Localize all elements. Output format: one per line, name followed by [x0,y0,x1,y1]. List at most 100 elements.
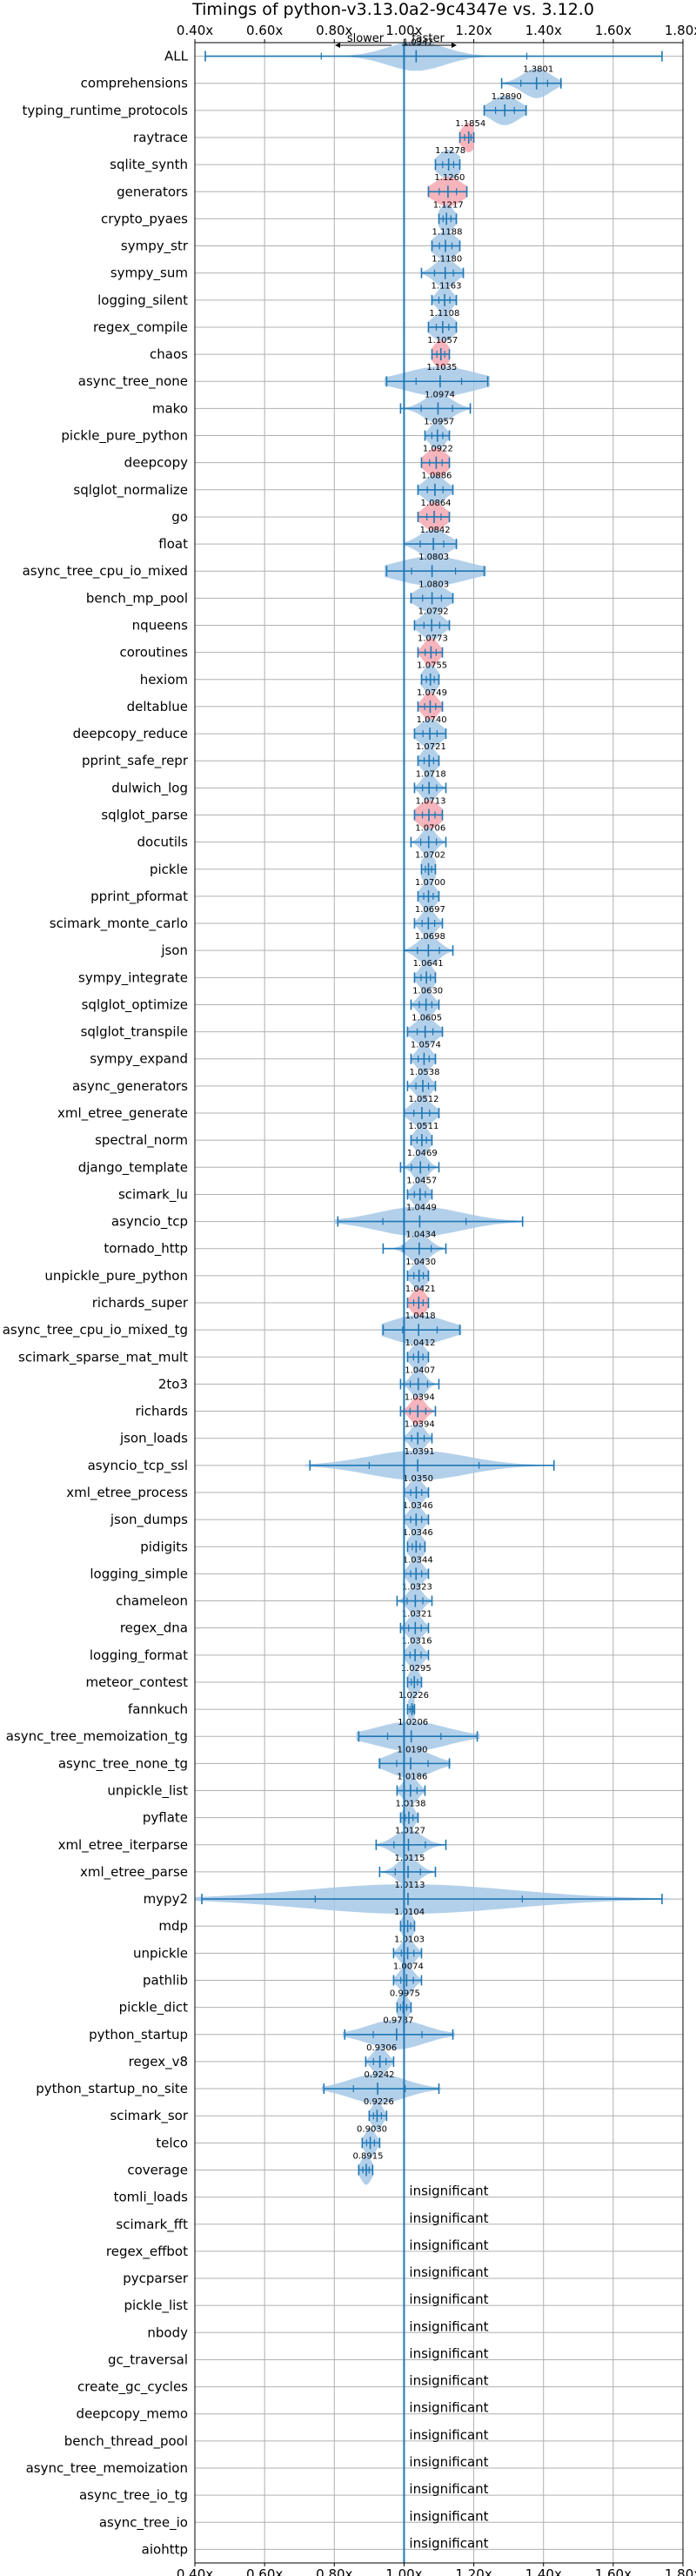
benchmark-label: meteor_contest [85,1674,188,1691]
value-label: 1.0706 [415,824,445,834]
benchmark-row: nbody insignificant [147,2318,488,2340]
benchmark-row: hexiom 1.0755 [140,661,447,694]
value-label: 1.0346 [403,1501,433,1511]
benchmark-label: django_template [78,1159,188,1176]
benchmark-row: scimark_fft insignificant [116,2210,488,2233]
value-label: 1.0394 [405,1392,435,1402]
value-label: 1.0321 [402,1610,432,1620]
benchmark-label: sqlglot_parse [101,807,188,823]
value-label: 1.0115 [395,1854,425,1863]
faster-arrow-head [452,43,457,48]
benchmark-row: json_loads 1.0394 [119,1420,435,1453]
value-label: 1.0630 [412,986,443,996]
benchmark-label: xml_etree_generate [57,1105,188,1122]
benchmark-label: go [171,509,188,525]
benchmark-label: comprehensions [81,76,189,91]
benchmark-label: ALL [164,49,189,64]
benchmark-label: create_gc_cycles [77,2379,188,2396]
benchmark-label: deepcopy [124,455,188,471]
value-label: 0.9306 [366,2043,397,2053]
benchmark-row: nqueens 1.0792 [132,607,451,641]
benchmark-label: crypto_pyaes [101,211,188,227]
insignificant-label: insignificant [409,2264,488,2280]
value-label: 1.0323 [402,1582,432,1592]
value-label: 1.0957 [424,417,454,426]
value-label: 1.0350 [403,1474,433,1484]
benchmark-label: bench_mp_pool [86,590,188,607]
benchmark-row: json 1.0698 [160,932,454,966]
value-label: 1.0418 [405,1311,436,1321]
benchmark-row: scimark_monte_carlo 1.0697 [50,905,445,938]
benchmark-label: spectral_norm [95,1132,188,1149]
x-tick-label-top: 1.20x [455,23,492,38]
insignificant-label: insignificant [409,2237,488,2253]
benchmark-label: coroutines [119,645,188,661]
benchmark-row: telco 0.9030 [156,2124,387,2158]
benchmark-label: scimark_fft [116,2217,188,2233]
insignificant-label: insignificant [409,2400,488,2416]
benchmark-row: pycparser insignificant [123,2264,488,2286]
benchmark-label: sympy_sum [110,265,188,282]
value-label: 1.0104 [394,1908,425,1917]
benchmark-row: sqlglot_optimize 1.0630 [82,986,443,1020]
value-label: 1.0974 [425,390,455,399]
value-label: 1.1163 [432,282,462,292]
benchmark-label: async_tree_memoization_tg [6,1728,188,1745]
benchmark-row: pyflate 1.0138 [143,1800,425,1833]
x-tick-label-bottom: 1.40x [525,2566,562,2576]
benchmark-row: sympy_str 1.1188 [121,227,463,261]
benchmark-row: xml_etree_process 1.0350 [66,1474,433,1507]
benchmark-row: django_template 1.0469 [78,1149,440,1183]
value-label: 1.0391 [405,1447,435,1457]
plot-frame [194,42,684,2564]
benchmark-label: sqlglot_normalize [73,482,188,499]
benchmark-row: comprehensions 1.3801 [81,65,563,98]
benchmark-row: sqlite_synth 1.1278 [110,146,465,180]
benchmark-label: pickle_pure_python [61,428,188,445]
benchmark-row: create_gc_cycles insignificant [77,2373,489,2396]
benchmark-label: dulwich_log [111,780,188,796]
value-label: 1.0574 [411,1041,441,1050]
value-label: 1.0702 [415,851,445,861]
value-label: 1.0226 [398,1691,429,1701]
benchmark-label: async_tree_cpu_io_mixed_tg [3,1322,188,1338]
benchmark-label: pickle [150,862,188,877]
benchmark-label: logging_simple [90,1566,188,1582]
benchmark-label: raytrace [133,130,188,145]
benchmark-label: docutils [137,835,189,850]
value-label: 1.0886 [421,472,452,481]
value-label: 1.0394 [405,1420,435,1430]
benchmark-label: xml_etree_iterparse [58,1837,188,1854]
x-tick-label-bottom: 1.80x [665,2566,696,2576]
value-label: 1.0511 [408,1122,438,1131]
value-label: 1.0803 [418,580,449,589]
benchmark-label: scimark_sor [110,2108,188,2124]
benchmark-label: unpickle_pure_python [44,1268,188,1285]
insignificant-label: insignificant [409,2454,488,2470]
benchmark-row: crypto_pyaes 1.1217 [101,200,464,234]
x-tick-label-bottom: 1.00x [385,2566,422,2576]
insignificant-label: insignificant [409,2535,488,2551]
value-label: 1.0864 [421,499,452,508]
benchmark-row: deepcopy_reduce 1.0740 [73,715,447,749]
value-label: 1.1108 [429,309,459,319]
value-label: 1.0605 [412,1014,442,1023]
benchmark-label: deepcopy_reduce [73,726,188,742]
benchmark-label: telco [156,2135,188,2150]
value-label: 1.0740 [417,715,447,725]
value-label: 1.0792 [418,607,449,616]
value-label: 1.1188 [432,227,463,237]
benchmark-label: pickle_list [124,2298,188,2314]
value-label: 1.0449 [406,1204,437,1213]
benchmark-row: docutils 1.0706 [137,824,447,857]
benchmark-row: async_tree_memoization_tg 1.0206 [6,1718,480,1752]
benchmark-row: fannkuch 1.0226 [128,1691,429,1725]
benchmark-row: pathlib 1.0074 [143,1962,424,1996]
benchmark-row: sqlglot_transpile 1.0605 [81,1014,444,1047]
value-label: 1.0421 [405,1285,436,1294]
benchmark-row: typing_runtime_protocols 1.2890 [22,92,527,125]
benchmark-label: mdp [158,1918,188,1934]
benchmark-row: pickle 1.0702 [150,851,445,884]
benchmark-label: regex_v8 [129,2054,188,2070]
benchmark-row: spectral_norm 1.0511 [95,1122,438,1156]
